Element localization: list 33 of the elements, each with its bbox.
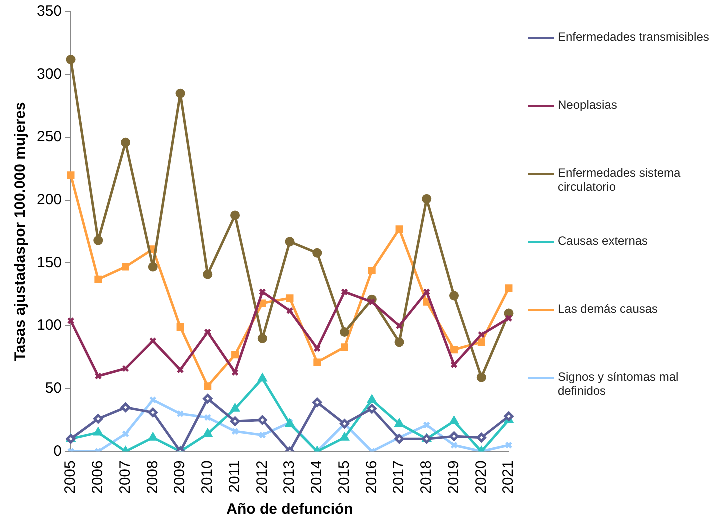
- x-tick-label: 2010: [199, 460, 216, 494]
- x-tick-label: 2017: [390, 460, 408, 494]
- x-tick-label: 2019: [445, 460, 462, 494]
- y-tick-label: 200: [36, 192, 62, 209]
- legend-label: Neoplasias: [558, 98, 618, 112]
- legend-label: Las demás causas: [558, 302, 658, 316]
- legend-label: Signos y síntomas mal definidos: [558, 370, 680, 398]
- x-tick-label: 2014: [308, 460, 326, 494]
- y-tick-label: 250: [36, 128, 62, 146]
- x-tick-label: 2006: [90, 460, 107, 494]
- x-axis-title: Año de defunción: [226, 501, 354, 518]
- x-tick-label: 2018: [418, 460, 436, 494]
- x-tick-label: 2008: [144, 460, 162, 494]
- x-tick-label: 2007: [116, 460, 134, 494]
- y-tick-label: 0: [54, 442, 62, 460]
- x-tick-label: 2012: [254, 460, 271, 494]
- x-tick-label: 2009: [172, 460, 189, 494]
- x-tick-label: 2020: [472, 460, 490, 494]
- y-tick-label: 100: [36, 317, 62, 334]
- legend-label: Causas externas: [558, 234, 648, 248]
- x-tick-label: 2021: [500, 460, 518, 494]
- x-tick-label: 2015: [336, 460, 353, 494]
- y-tick-label: 350: [36, 3, 62, 20]
- y-tick-label: 300: [36, 66, 62, 83]
- x-tick-label: 2013: [281, 460, 298, 494]
- x-tick-label: 2011: [226, 460, 244, 493]
- y-axis-title: Tasas ajustadaspor 100.000 mujeres: [12, 102, 30, 362]
- y-tick-label: 150: [36, 254, 62, 272]
- x-tick-label: 2016: [363, 460, 380, 494]
- y-tick-label: 50: [45, 380, 62, 397]
- legend-label: Enfermedades sistema circulatorio: [558, 166, 682, 194]
- x-tick-label: 2005: [62, 460, 80, 494]
- legend-label: Enfermedades transmisibles: [558, 30, 710, 44]
